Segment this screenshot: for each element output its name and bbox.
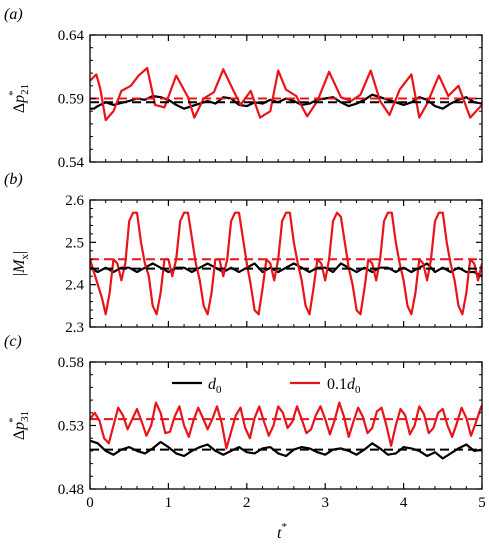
series-line-01d0	[90, 401, 482, 450]
y-tick-label: 0.54	[58, 155, 85, 171]
panel-label: (b)	[4, 171, 23, 188]
legend-label-d0: d0	[208, 376, 222, 396]
y-tick-label: 0.48	[58, 482, 84, 498]
panel-label: (c)	[4, 333, 22, 350]
panel-c: 0.48 0.53 0.58 0 1 2 3 4 5 (c) Δp31*	[4, 333, 486, 511]
y-axis-label: Δp21*	[7, 84, 31, 113]
panel-a: 0.54 0.59 0.64 (a) Δp21*	[4, 6, 483, 171]
plot-frame	[89, 199, 483, 328]
y-tick-label: 2.6	[65, 193, 84, 209]
series-line-01d0	[90, 66, 482, 122]
y-axis-label: Δp31*	[7, 411, 31, 440]
panel-b: 2.3 2.4 2.5 2.6 (b) |Mx|	[4, 171, 483, 336]
x-tick-label: 4	[400, 495, 408, 511]
y-axis-label: |Mx|	[11, 251, 31, 276]
legend: d0 0.1d0	[172, 376, 361, 396]
panel-label: (a)	[4, 6, 23, 23]
y-tick-label: 0.58	[58, 355, 84, 371]
x-tick-label: 1	[165, 495, 173, 511]
y-tick-label: 0.59	[58, 92, 84, 108]
x-tick-label: 0	[86, 495, 94, 511]
x-axis-label: t*	[277, 521, 287, 542]
y-tick-label: 2.5	[65, 235, 84, 251]
y-tick-label: 0.64	[58, 28, 85, 44]
x-tick-label: 5	[478, 495, 486, 511]
legend-label-01d0: 0.1d0	[327, 376, 361, 396]
y-tick-label: 2.4	[65, 278, 84, 294]
series-line-01d0	[90, 211, 482, 316]
x-tick-label: 3	[321, 495, 329, 511]
y-tick-label: 2.3	[65, 320, 84, 336]
x-tick-label: 2	[243, 495, 251, 511]
y-tick-label: 0.53	[58, 419, 84, 435]
